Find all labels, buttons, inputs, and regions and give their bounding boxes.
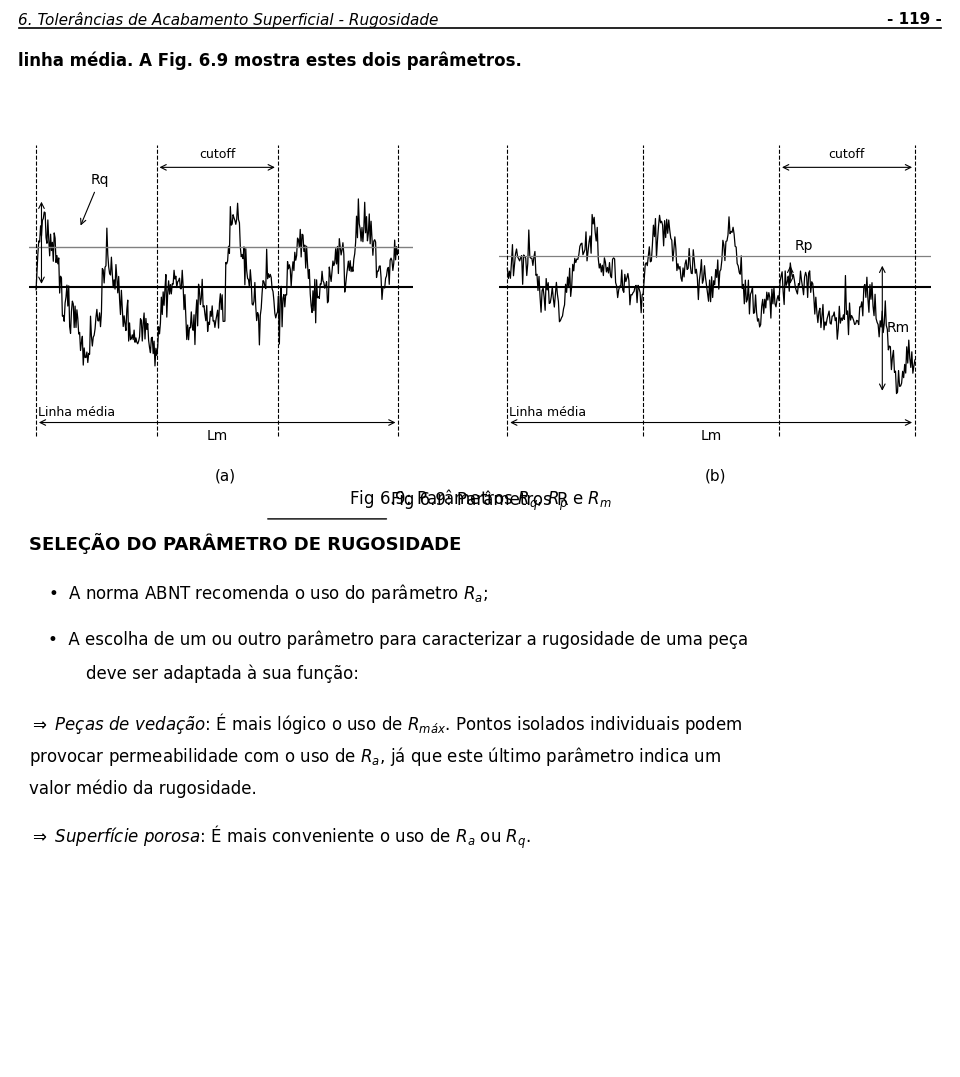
Text: deve ser adaptada à sua função:: deve ser adaptada à sua função:	[86, 665, 359, 683]
Text: 6. Tolerâncias de Acabamento Superficial - Rugosidade: 6. Tolerâncias de Acabamento Superficial…	[18, 12, 439, 28]
Text: cutoff: cutoff	[828, 148, 865, 160]
Text: •  A escolha de um ou outro parâmetro para caracterizar a rugosidade de uma peça: • A escolha de um ou outro parâmetro par…	[48, 630, 748, 648]
Text: Fig 6.9: Parâmetros $R_q$, $R_p$ e $R_m$: Fig 6.9: Parâmetros $R_q$, $R_p$ e $R_m$	[348, 488, 612, 514]
Text: cutoff: cutoff	[199, 148, 235, 160]
Text: Fig 6.9: Parâmetros R: Fig 6.9: Parâmetros R	[391, 490, 569, 508]
Text: Linha média: Linha média	[510, 406, 587, 419]
Text: •  A norma ABNT recomenda o uso do parâmetro $R_a$;: • A norma ABNT recomenda o uso do parâme…	[48, 582, 489, 604]
Text: Lm: Lm	[206, 429, 228, 443]
Text: SELEÇÃO DO PARÂMETRO DE RUGOSIDADE: SELEÇÃO DO PARÂMETRO DE RUGOSIDADE	[29, 533, 461, 554]
Text: $\Rightarrow$ $\it{Peças\ de\ vedação}$: É mais lógico o uso de $R_{máx}$. Ponto: $\Rightarrow$ $\it{Peças\ de\ vedação}$:…	[29, 711, 742, 736]
Text: Rp: Rp	[794, 239, 813, 253]
Text: $\Rightarrow$ $\it{Superfície\ porosa}$: É mais conveniente o uso de $R_a$ ou $R: $\Rightarrow$ $\it{Superfície\ porosa}$:…	[29, 824, 531, 851]
Text: (a): (a)	[215, 468, 236, 484]
Text: Linha média: Linha média	[37, 406, 115, 419]
Text: provocar permeabilidade com o uso de $R_a$, já que este último parâmetro indica : provocar permeabilidade com o uso de $R_…	[29, 745, 721, 768]
Text: linha média. A Fig. 6.9 mostra estes dois parâmetros.: linha média. A Fig. 6.9 mostra estes doi…	[18, 52, 522, 70]
Text: Rm: Rm	[886, 321, 909, 335]
Text: valor médio da rugosidade.: valor médio da rugosidade.	[29, 780, 256, 798]
Text: - 119 -: - 119 -	[887, 13, 942, 28]
Text: Rq: Rq	[81, 173, 108, 224]
Text: (b): (b)	[705, 468, 726, 484]
Text: Lm: Lm	[701, 429, 722, 443]
